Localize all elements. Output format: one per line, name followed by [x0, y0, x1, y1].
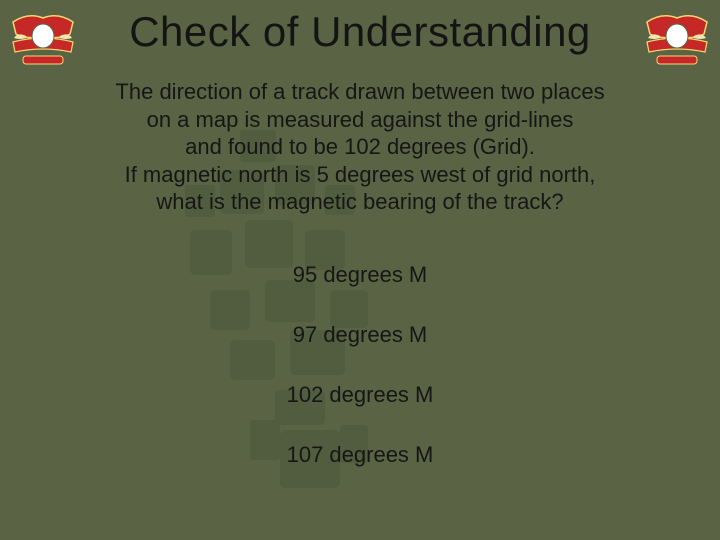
- answer-option[interactable]: 107 degrees M: [0, 442, 720, 468]
- question-line: If magnetic north is 5 degrees west of g…: [125, 162, 596, 187]
- question-line: on a map is measured against the grid-li…: [147, 107, 574, 132]
- answer-option[interactable]: 95 degrees M: [0, 262, 720, 288]
- question-text: The direction of a track drawn between t…: [0, 78, 720, 216]
- answer-list: 95 degrees M 97 degrees M 102 degrees M …: [0, 262, 720, 502]
- answer-option[interactable]: 102 degrees M: [0, 382, 720, 408]
- answer-option[interactable]: 97 degrees M: [0, 322, 720, 348]
- question-line: what is the magnetic bearing of the trac…: [156, 189, 563, 214]
- question-line: and found to be 102 degrees (Grid).: [185, 134, 535, 159]
- slide-title: Check of Understanding: [0, 8, 720, 56]
- question-line: The direction of a track drawn between t…: [115, 79, 604, 104]
